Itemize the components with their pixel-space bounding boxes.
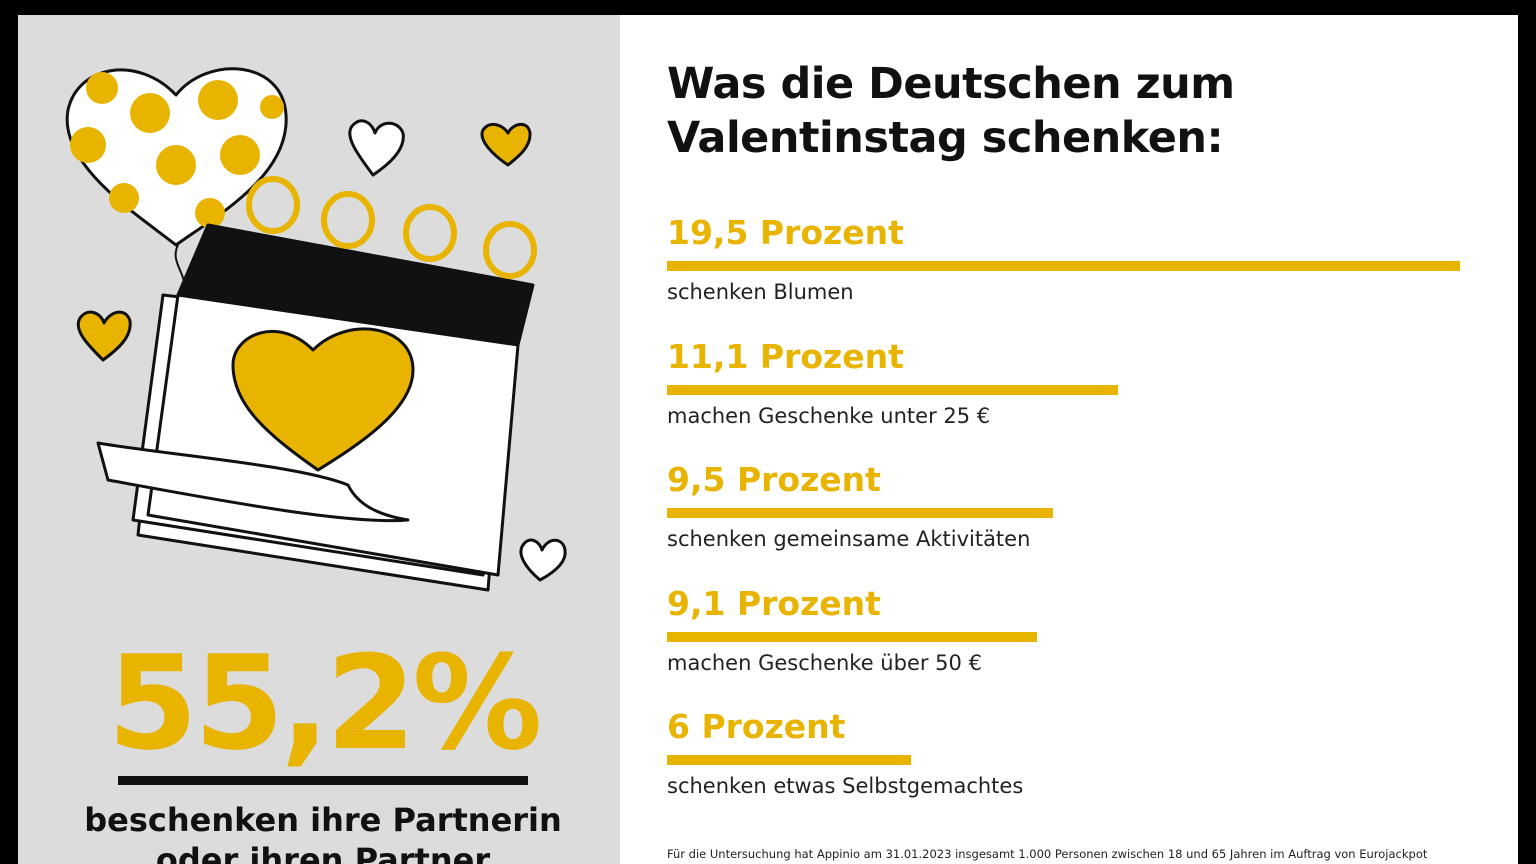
highlight-value: 55,2% (107, 627, 542, 779)
category-label: schenken gemeinsame Aktivitäten (667, 527, 1031, 551)
bar (667, 508, 1054, 518)
category-label: machen Geschenke über 50 € (667, 650, 982, 675)
bar (667, 755, 911, 765)
category-label: schenken Blumen (667, 280, 854, 304)
category-label: machen Geschenke unter 25 € (667, 403, 991, 428)
value-label: 19,5 Prozent (667, 213, 904, 252)
value-label: 11,1 Prozent (667, 336, 904, 376)
title-line: Was die Deutschen zum (667, 59, 1235, 109)
footnote: Für die Untersuchung hat Appinio am 31.0… (667, 847, 1428, 861)
highlight-text: oder ihren Partner (155, 841, 491, 864)
bar (667, 631, 1038, 642)
highlight-text: beschenken ihre Partnerin (84, 801, 562, 839)
divider (118, 776, 528, 785)
value-label: 6 Prozent (667, 707, 846, 746)
category-label: schenken etwas Selbstgemachtes (667, 774, 1024, 798)
title-line: Valentinstag schenken: (667, 113, 1224, 163)
value-label: 9,1 Prozent (667, 583, 881, 623)
bar (667, 384, 1119, 395)
illustration (65, 67, 567, 592)
bar (667, 261, 1460, 271)
left-panel: 55,2% beschenken ihre Partnerin oder ihr… (18, 15, 620, 864)
right-panel: Was die Deutschen zum Valentinstag schen… (620, 15, 1518, 864)
chart-title: Was die Deutschen zum Valentinstag schen… (667, 57, 1235, 165)
value-label: 9,5 Prozent (667, 460, 881, 499)
